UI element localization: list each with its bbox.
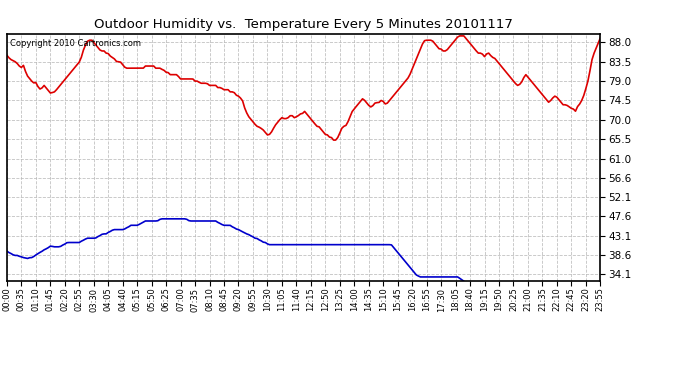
Title: Outdoor Humidity vs.  Temperature Every 5 Minutes 20101117: Outdoor Humidity vs. Temperature Every 5… [94,18,513,31]
Text: Copyright 2010 Cartronics.com: Copyright 2010 Cartronics.com [10,39,141,48]
